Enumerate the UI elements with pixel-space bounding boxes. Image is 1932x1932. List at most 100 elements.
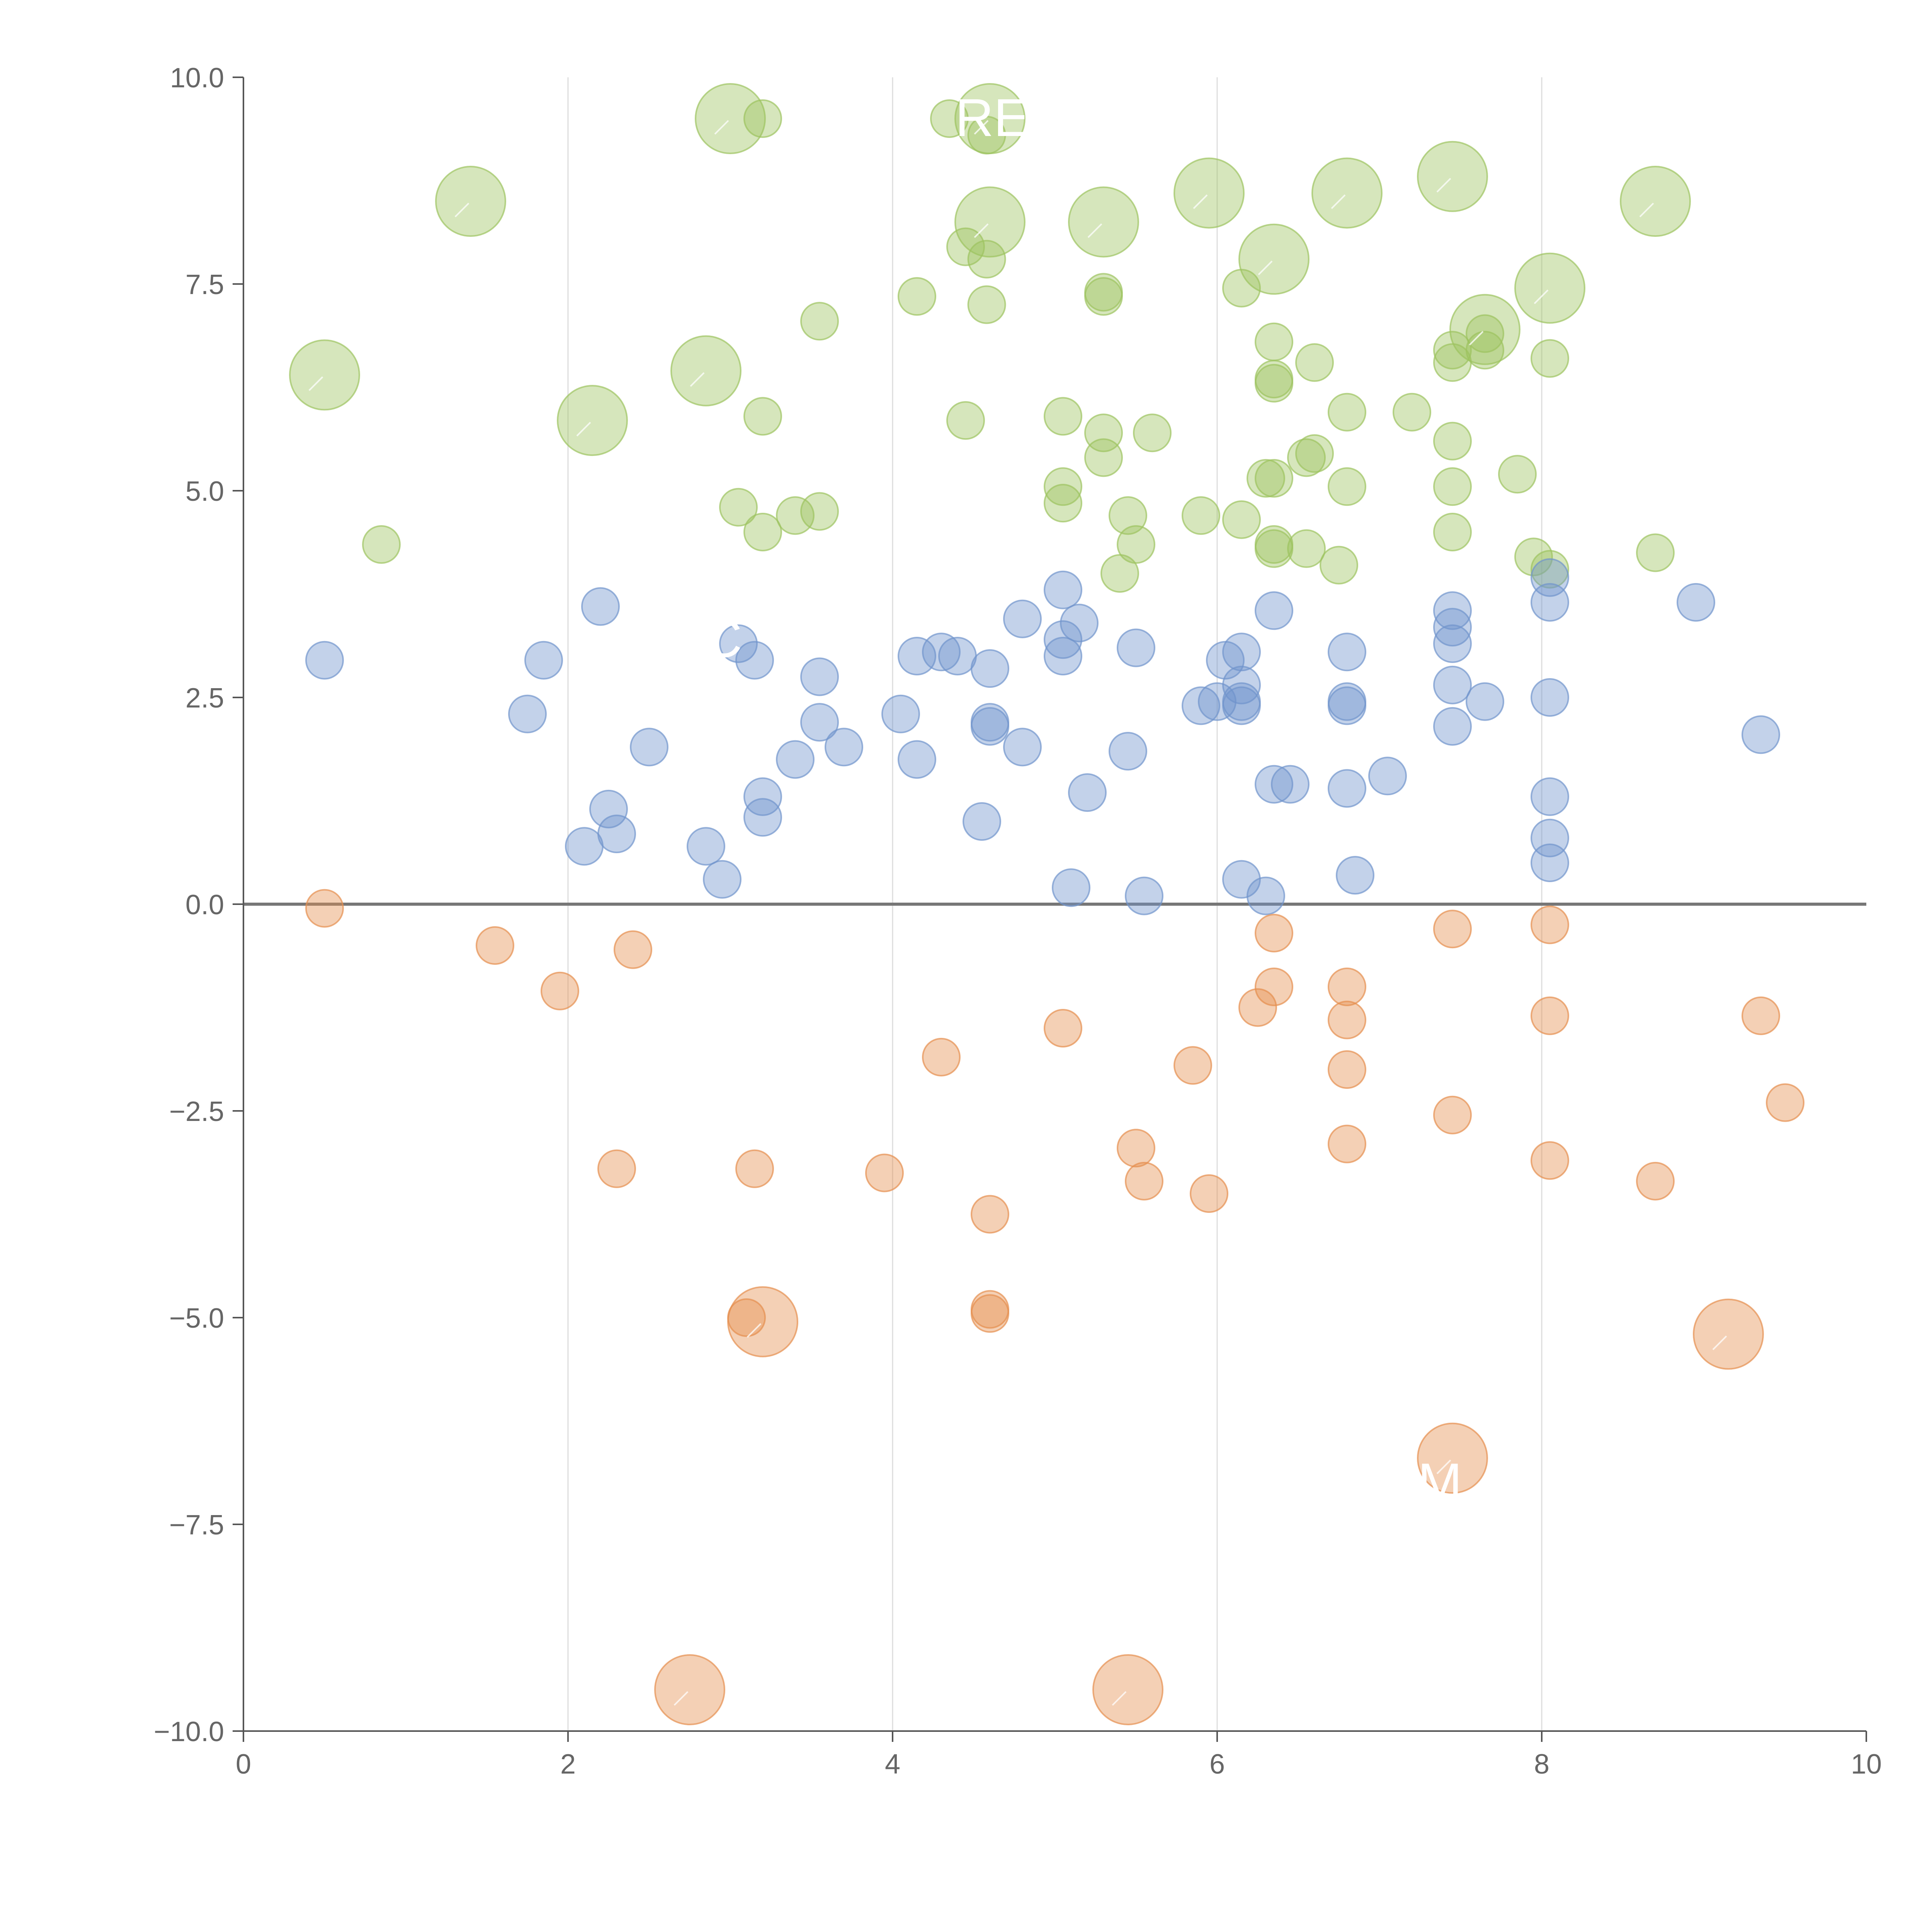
blue-point — [1044, 637, 1082, 675]
green-point — [1109, 496, 1147, 535]
orange-point — [1255, 913, 1293, 952]
blue-point — [1271, 765, 1310, 804]
green-large-point — [289, 339, 360, 411]
leader-line — [1112, 1691, 1127, 1706]
green-point — [1255, 364, 1293, 403]
orange-point — [1433, 1095, 1472, 1134]
blue-point — [1052, 868, 1090, 907]
blue-point — [971, 649, 1009, 688]
blue-point — [963, 802, 1001, 841]
green-large-point — [1238, 223, 1310, 295]
blue-point — [1433, 665, 1472, 704]
blue-point — [1109, 732, 1147, 771]
blue-point — [938, 637, 977, 675]
leader-line — [1193, 194, 1208, 209]
orange-point — [1328, 1050, 1366, 1089]
leader-line — [974, 223, 989, 238]
green-point — [800, 302, 839, 341]
axes-layer: −10.0 −7.5 −5.0 −2.5 0.0 2.5 5.0 7.5 10.0 0 2 4 6 8 10 — [154, 63, 1882, 1780]
blue-point — [1182, 686, 1220, 725]
green-point — [800, 492, 839, 531]
blue-point — [1044, 570, 1082, 609]
blue-point — [1368, 757, 1407, 796]
orange-point — [1531, 905, 1569, 944]
blue-point — [800, 703, 839, 742]
y-tick-label: −10.0 — [154, 1716, 224, 1747]
x-tick-label: 4 — [885, 1749, 900, 1780]
leader-line — [714, 120, 729, 135]
leader-line — [673, 1691, 689, 1706]
orange-point — [541, 971, 579, 1010]
orange-large-point — [1092, 1654, 1163, 1725]
blue-point — [630, 728, 668, 767]
blue-point — [1742, 715, 1780, 754]
green-point — [743, 513, 782, 551]
y-tick-label: 5.0 — [185, 476, 224, 507]
leader-line — [1534, 289, 1549, 304]
blue-point — [597, 815, 636, 854]
green-large-point — [435, 166, 506, 237]
blue-point — [589, 789, 628, 828]
orange-large-point — [727, 1286, 798, 1357]
y-tick-label: 7.5 — [185, 269, 224, 300]
green-point — [1433, 422, 1472, 461]
blue-point — [1677, 583, 1715, 622]
blue-point — [524, 641, 563, 680]
blue-point — [898, 637, 936, 675]
green-point — [1531, 550, 1569, 589]
green-point — [1328, 393, 1366, 432]
orange-point — [735, 1149, 774, 1188]
orange-point — [1117, 1129, 1155, 1168]
orange-point — [1742, 996, 1780, 1035]
orange-point — [971, 1195, 1009, 1234]
blue-point — [800, 657, 839, 696]
blue-point — [1003, 728, 1042, 767]
annotation-layer: RE C M — [704, 88, 1462, 1512]
orange-point — [614, 930, 652, 969]
point-annotation: RE — [955, 88, 1029, 148]
green-point — [719, 488, 758, 527]
leader-line — [308, 376, 323, 391]
blue-point — [1247, 876, 1285, 915]
blue-point — [1198, 682, 1236, 721]
leader-line — [747, 1323, 762, 1338]
blue-point — [1531, 777, 1569, 816]
green-point — [1433, 513, 1472, 551]
green-point — [1100, 554, 1139, 593]
orange-point — [1636, 1162, 1675, 1201]
blue-point — [1068, 773, 1107, 812]
green-point — [1182, 496, 1220, 535]
orange-point — [1766, 1083, 1804, 1122]
point-annotation: M — [1418, 1452, 1462, 1512]
green-large-point — [1173, 157, 1245, 229]
blue-point — [881, 694, 920, 733]
green-point — [1255, 529, 1293, 568]
green-point — [946, 401, 985, 440]
green-large-point — [1514, 252, 1585, 324]
green-point — [1498, 455, 1537, 494]
green-point — [1393, 393, 1431, 432]
green-large-point — [670, 335, 742, 406]
green-point — [1255, 459, 1293, 498]
y-tick-label: −5.0 — [169, 1303, 224, 1334]
green-point — [1044, 484, 1082, 523]
leader-line — [1258, 260, 1273, 276]
blue-point — [1255, 591, 1293, 630]
green-large-point — [1311, 157, 1383, 229]
green-point — [1295, 434, 1334, 473]
blue-point — [743, 777, 782, 816]
orange-point — [1433, 910, 1472, 949]
green-large-point — [557, 385, 628, 456]
blue-point — [703, 860, 742, 899]
green-point — [743, 99, 782, 138]
green-point — [1133, 413, 1172, 452]
point-annotation: C — [704, 609, 742, 668]
y-tick-label: −2.5 — [169, 1096, 224, 1127]
green-point — [1084, 277, 1123, 316]
blue-point — [1044, 620, 1082, 659]
green-point — [362, 525, 401, 564]
green-point — [1328, 467, 1366, 506]
blue-point — [776, 740, 815, 779]
orange-point — [305, 889, 344, 928]
blue-point — [1222, 665, 1261, 704]
